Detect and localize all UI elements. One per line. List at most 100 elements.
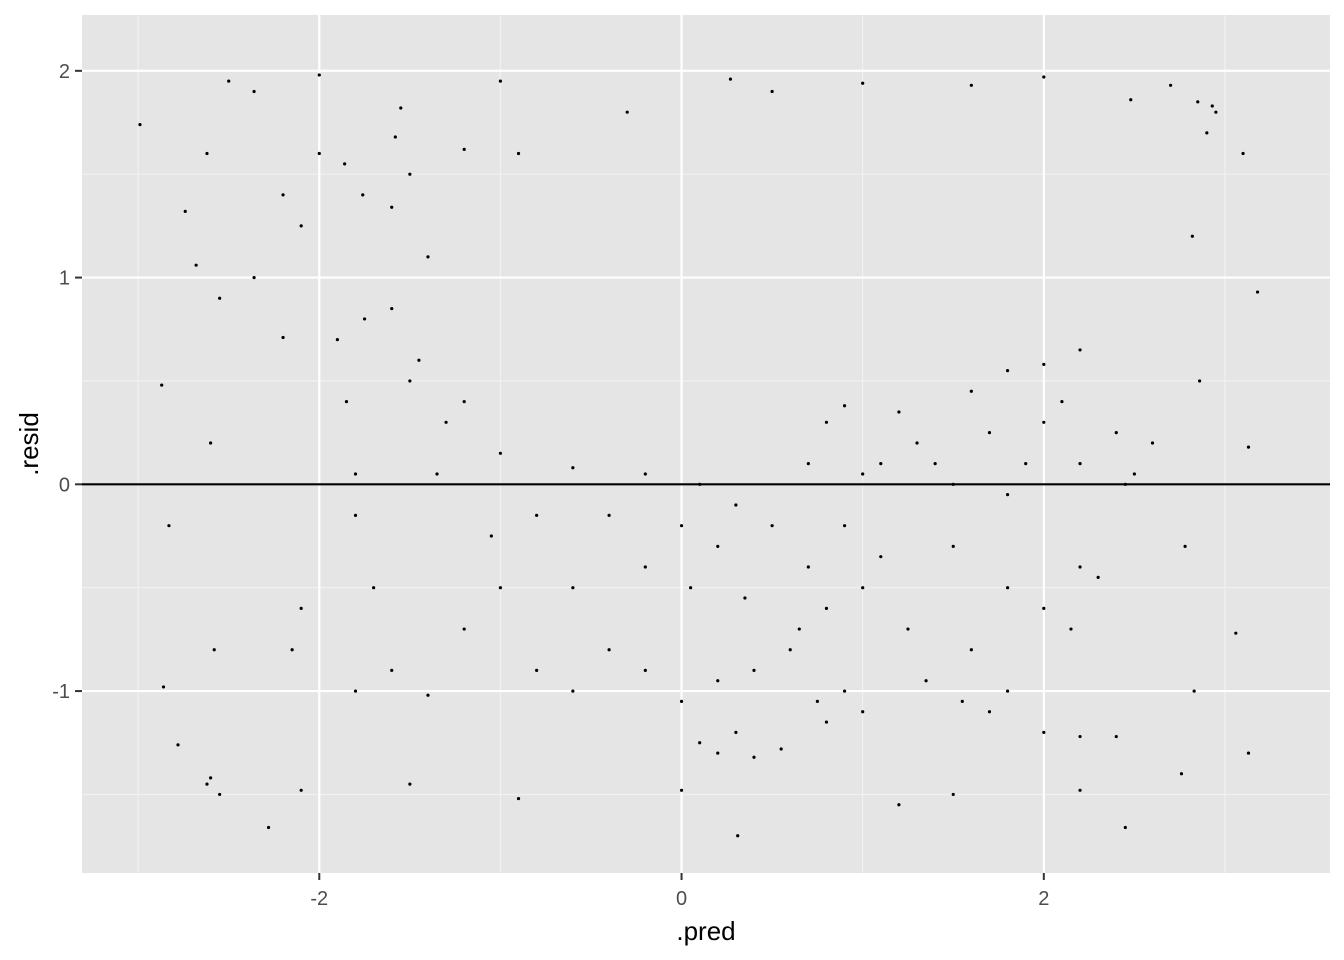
data-point: [535, 668, 539, 672]
data-point: [1114, 431, 1118, 435]
data-point: [643, 565, 647, 569]
data-point: [498, 586, 503, 590]
minor-gridlines: [82, 15, 1330, 873]
data-point: [462, 147, 466, 151]
data-point: [353, 689, 358, 693]
data-point: [343, 162, 347, 166]
data-point: [951, 544, 955, 548]
y-tick-label: 1: [59, 268, 70, 290]
data-point: [516, 796, 521, 801]
data-point: [435, 472, 439, 476]
data-point: [209, 776, 213, 780]
data-point: [290, 648, 294, 652]
data-point: [716, 544, 720, 548]
data-point: [353, 513, 358, 517]
data-point: [1246, 445, 1251, 449]
data-point: [951, 792, 955, 797]
data-point: [1005, 586, 1010, 590]
data-point: [408, 172, 412, 176]
data-point: [689, 586, 693, 590]
x-tick-label: 2: [1038, 888, 1049, 910]
data-point: [625, 110, 629, 114]
data-point: [252, 89, 256, 94]
data-point: [281, 335, 285, 340]
data-point: [1042, 730, 1046, 735]
data-point: [160, 383, 164, 387]
x-tick-label: -2: [310, 888, 328, 910]
data-point: [218, 296, 222, 300]
data-point: [498, 79, 503, 83]
data-point: [1192, 689, 1196, 693]
data-point: [299, 788, 303, 792]
data-point: [806, 462, 810, 466]
data-point: [861, 472, 865, 476]
data-point: [1255, 290, 1260, 294]
data-point: [915, 441, 919, 445]
data-point: [1060, 400, 1064, 404]
data-point: [571, 689, 575, 693]
data-point: [408, 782, 412, 786]
data-point: [462, 627, 466, 631]
data-point: [806, 565, 810, 569]
data-point: [797, 627, 801, 631]
x-tick-label: 0: [676, 888, 687, 910]
data-point: [842, 524, 847, 528]
data-point: [335, 337, 339, 342]
data-point: [752, 755, 756, 759]
data-point: [1214, 110, 1218, 114]
data-point: [1005, 689, 1010, 693]
data-point: [1078, 462, 1082, 466]
data-point: [462, 400, 466, 404]
data-point: [734, 730, 738, 735]
data-point: [252, 275, 256, 280]
data-point: [643, 668, 647, 672]
data-point: [1241, 151, 1245, 156]
data-point: [1069, 627, 1073, 631]
data-point: [1246, 751, 1251, 755]
data-point: [824, 606, 829, 610]
x-axis: -2 0 2: [310, 873, 1049, 910]
data-point: [361, 193, 365, 197]
y-tick-label: 0: [59, 474, 70, 496]
data-point: [1205, 131, 1209, 135]
data-point: [770, 89, 774, 94]
data-point: [728, 77, 733, 81]
data-point: [1096, 575, 1100, 579]
data-point: [1078, 565, 1082, 569]
data-point: [390, 306, 394, 311]
data-point: [408, 379, 412, 383]
x-axis-title: .pred: [676, 916, 735, 946]
data-point: [1078, 734, 1082, 739]
data-point: [281, 193, 285, 197]
data-point: [1132, 472, 1136, 476]
data-point: [535, 513, 539, 517]
data-point: [716, 751, 720, 755]
data-point: [969, 83, 973, 87]
data-point: [1183, 544, 1187, 548]
data-point: [897, 410, 901, 414]
data-point: [390, 668, 394, 672]
data-point: [390, 205, 394, 209]
data-point: [1169, 83, 1173, 87]
plot-panel: [82, 15, 1330, 873]
data-point: [372, 586, 376, 590]
data-point: [1196, 100, 1200, 104]
data-point: [1150, 441, 1155, 445]
data-point: [1123, 825, 1127, 830]
data-point: [209, 441, 213, 445]
data-point: [643, 472, 647, 476]
data-point: [1024, 462, 1028, 466]
data-point: [205, 151, 209, 156]
data-point: [861, 81, 865, 85]
data-point: [1042, 606, 1046, 610]
data-point: [897, 803, 901, 807]
data-point: [1078, 348, 1082, 352]
data-point: [317, 151, 321, 156]
data-point: [317, 73, 321, 77]
data-point: [1210, 104, 1214, 108]
data-point: [362, 317, 367, 321]
data-point: [736, 834, 740, 838]
data-point: [161, 685, 166, 689]
data-point: [679, 699, 684, 704]
data-point: [969, 648, 973, 652]
